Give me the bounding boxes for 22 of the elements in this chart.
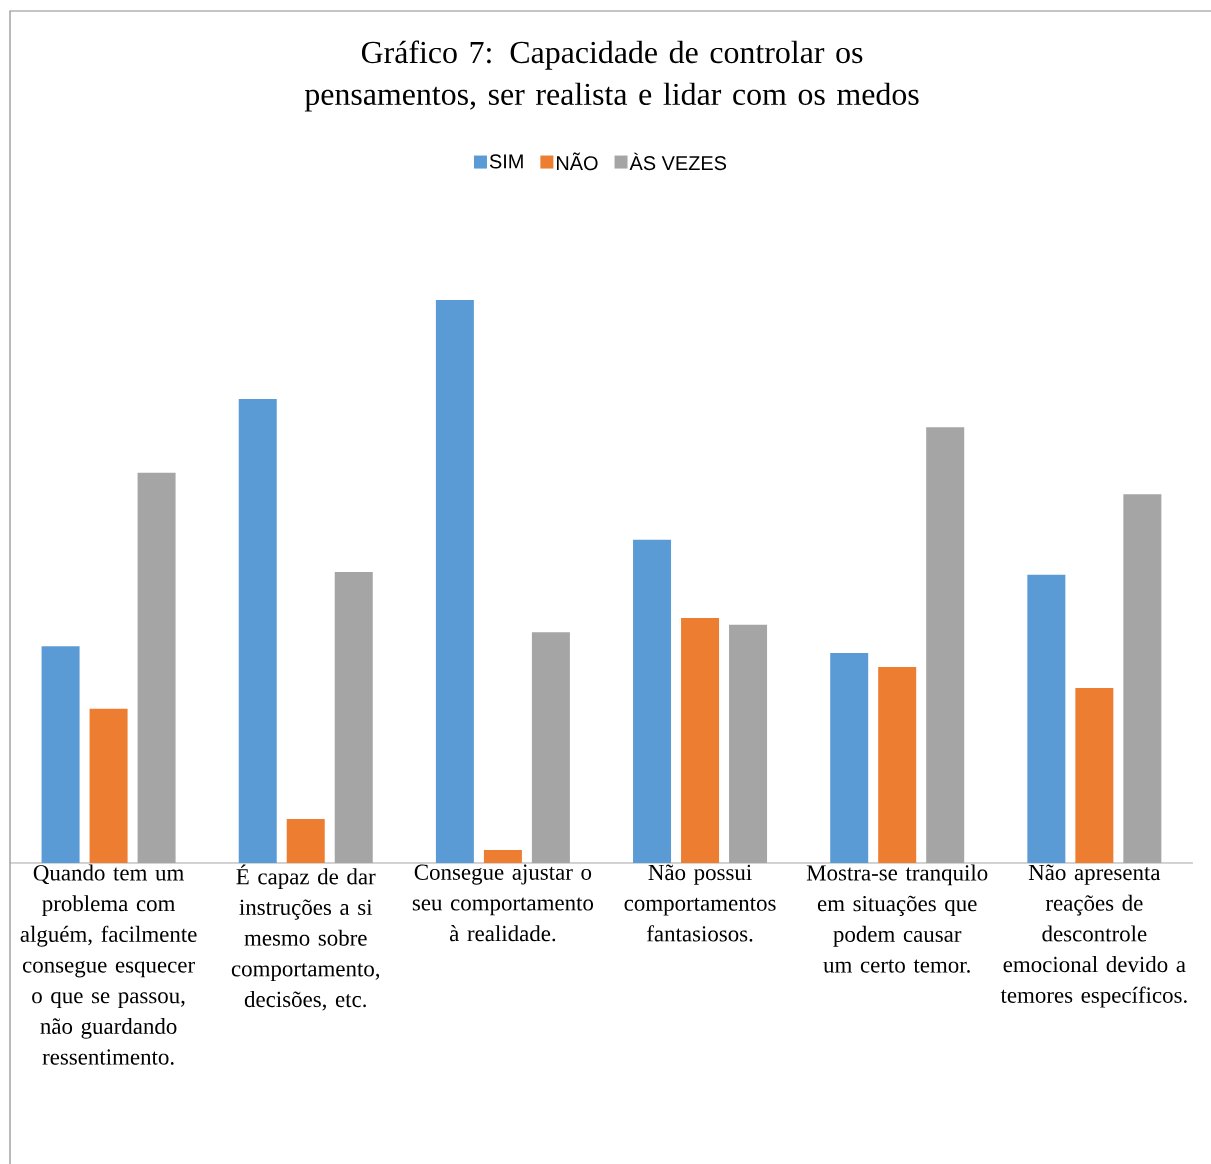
bar bbox=[435, 299, 474, 863]
bar bbox=[483, 850, 522, 863]
bar bbox=[681, 618, 720, 863]
bar bbox=[238, 399, 277, 863]
bar bbox=[633, 539, 672, 863]
x-tick-label: Quando tem um problema com alguém, facilmente consegue esquecer o que se passou, não guardando ressentimento. bbox=[20, 864, 197, 1065]
bar bbox=[1075, 687, 1114, 863]
bar bbox=[89, 708, 128, 863]
x-tick-label: É capaz de dar instruções a si mesmo sobre comportamento, decisões, etc. bbox=[231, 864, 380, 1011]
bar bbox=[1027, 574, 1066, 863]
chart-title: Gráfico 7: Capacidade de controlar os pensamentos, ser realista e lidar com os medos bbox=[304, 40, 919, 112]
bar bbox=[878, 667, 917, 863]
bar bbox=[286, 819, 325, 863]
x-tick-label: Não apresenta reações de descontrole emocional devido a temores específicos. bbox=[1000, 864, 1187, 1008]
x-tick-label: Consegue ajustar o seu comportamento à realidade. bbox=[412, 864, 594, 942]
x-tick-label: Não possui comportamentos fantasiosos. bbox=[624, 864, 776, 942]
bar bbox=[830, 652, 869, 863]
legend-label: NÃO bbox=[557, 152, 598, 171]
legend-label: ÀS VEZES bbox=[629, 152, 727, 171]
bar bbox=[41, 646, 80, 863]
legend-label: SIM bbox=[489, 154, 523, 169]
x-tick-label: Mostra-se tranquilo em situações que podem causar um certo temor. bbox=[806, 864, 988, 973]
